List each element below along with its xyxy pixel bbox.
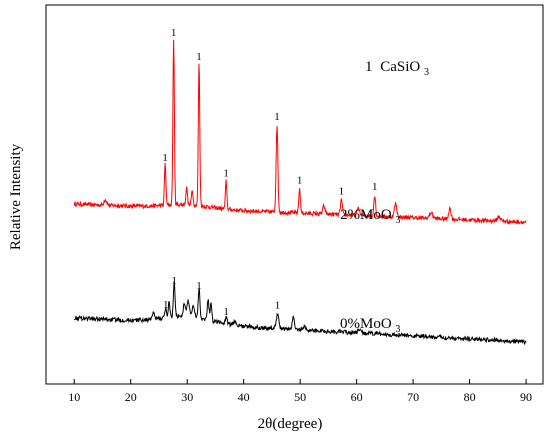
compound-annotation-subscript: 3 — [424, 67, 429, 78]
series-label-0pct-sub: 3 — [395, 324, 400, 335]
series-label-2pct-main: 2%MoO — [340, 207, 392, 223]
text-layer: Relative Intensity 2θ(degree) 1 CaSiO 3 … — [8, 59, 429, 432]
peak-marker-label: 1 — [274, 111, 280, 123]
series-label-2pct-sub: 3 — [395, 215, 400, 226]
x-tick-label: 90 — [520, 390, 532, 404]
peak-marker-label: 1 — [223, 306, 229, 318]
x-tick-label: 80 — [464, 390, 476, 404]
series-label-0pct-main: 0%MoO — [340, 316, 392, 332]
axes-layer: 10 20 30 40 50 60 70 80 90 — [45, 4, 544, 404]
compound-annotation: 1 CaSiO 3 — [365, 59, 429, 78]
peak-marker-label: 1 — [171, 275, 177, 287]
peak-marker-label: 1 — [297, 174, 303, 186]
peak-marker-label: 1 — [196, 51, 202, 63]
x-axis-label: 2θ(degree) — [258, 416, 323, 432]
x-tick-label: 50 — [294, 390, 306, 404]
series-label-0pct: 0%MoO 3 — [340, 316, 400, 335]
peak-marker-label: 1 — [196, 280, 202, 292]
peak-marker-label: 1 — [372, 181, 378, 193]
x-tick-label: 10 — [68, 390, 80, 404]
compound-annotation-marker: 1 — [365, 59, 373, 75]
y-axis-label: Relative Intensity — [8, 143, 24, 250]
peak-marker-label: 1 — [171, 27, 177, 39]
peak-marker-label: 1 — [163, 299, 169, 311]
compound-annotation-name: CaSiO — [380, 59, 420, 75]
series-line-2pct-moo3 — [73, 39, 527, 225]
x-tick-label: 60 — [351, 390, 363, 404]
peak-marker-label: 1 — [275, 299, 281, 311]
x-tick-label: 30 — [181, 390, 193, 404]
peak-marker-label: 1 — [223, 168, 229, 180]
peak-marker-label: 1 — [339, 186, 345, 198]
plot-frame — [45, 4, 544, 385]
x-tick-label: 70 — [407, 390, 419, 404]
series-line-0pct-moo3 — [73, 281, 527, 346]
peak-marker-label: 1 — [162, 152, 168, 164]
series-label-2pct: 2%MoO 3 — [340, 207, 400, 226]
x-tick-label: 20 — [125, 390, 137, 404]
x-tick-label: 40 — [238, 390, 250, 404]
